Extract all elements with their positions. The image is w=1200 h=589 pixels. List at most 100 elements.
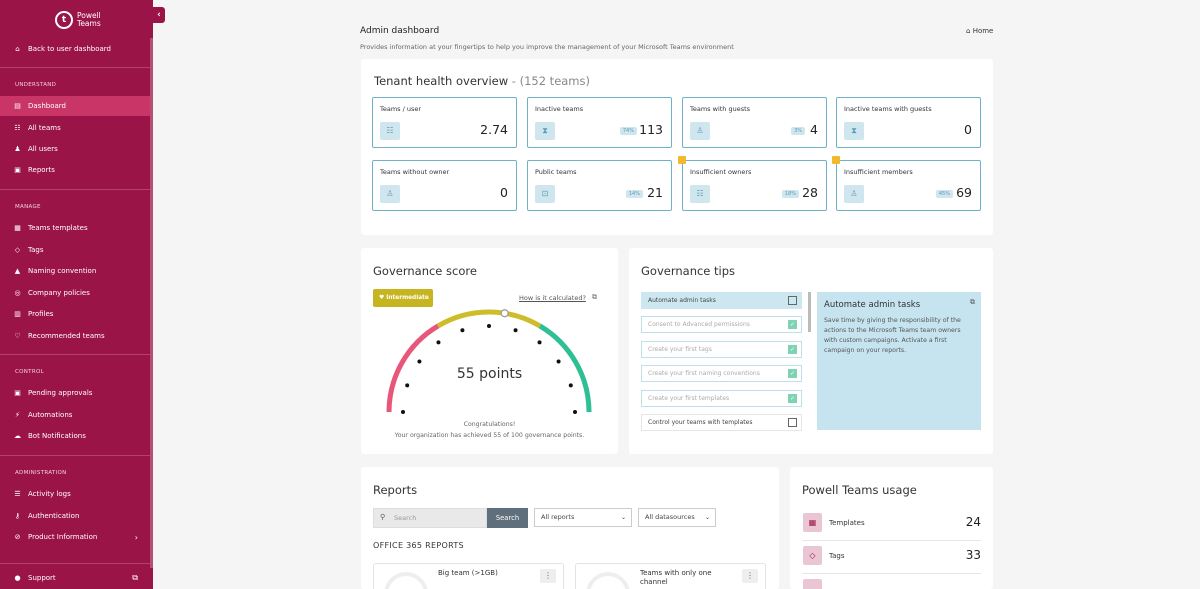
sidebar-item-recommended-teams[interactable]: ♡ Recommended teams [14,332,105,340]
guest-icon: ♙ [690,122,710,140]
tenant-health-title: Tenant health overview [374,74,509,88]
page-subtitle: Provides information at your fingertips … [360,43,734,51]
report-card[interactable]: Big team (>1GB) ⋮ [373,563,564,589]
gauge-marker [500,309,509,318]
check-icon[interactable]: ✓ [788,394,797,403]
pct-badge: 45% [935,190,953,198]
teams-icon: ☷ [14,124,21,132]
sidebar-item-activity-logs[interactable]: ☰ Activity logs [14,490,71,498]
tag-icon: ◇ [803,546,822,565]
tips-scrollbar[interactable] [808,292,811,332]
sidebar-item-company-policies[interactable]: ◎ Company policies [14,289,90,297]
sidebar-item-tags[interactable]: ◇ Tags [14,246,44,254]
usage-row[interactable]: ◇ Tags 33 [802,541,981,574]
gauge-tick-dot [573,410,577,414]
tip-detail-panel: Automate admin tasks Save time by giving… [817,292,981,430]
report-chart-icon [384,572,428,589]
report-search-input[interactable]: Search [373,508,487,528]
tip-item[interactable]: Create your first tags ✓ [641,341,802,358]
member-icon: ♙ [844,185,864,203]
users-group-icon: ☷ [380,122,400,140]
chevron-right-icon: › [134,532,138,542]
tenant-health-card: Tenant health overview - (152 teams) Tea… [361,59,993,235]
divider [0,455,150,456]
powell-teams-logo[interactable]: t Powell Teams [55,11,101,29]
governance-tips-title: Governance tips [641,264,736,278]
naming-icon: ▲ [14,267,21,275]
usage-row[interactable]: ▦ Templates 24 [802,508,981,541]
check-icon[interactable]: ✓ [788,320,797,329]
governance-score-card: Governance score ♥ Intermediate How is i… [361,248,618,454]
tile-teams-per-user[interactable]: Teams / user ☷ 2.74 [372,97,517,148]
tile-inactive-teams[interactable]: Inactive teams ⧗ 74% 113 [527,97,672,148]
tag-icon: ◇ [14,246,21,254]
chevron-down-icon: ⌄ [620,514,626,521]
section-manage: MANAGE [15,204,41,210]
tile-teams-with-guests[interactable]: Teams with guests ♙ 3% 4 [682,97,827,148]
sidebar-item-automations[interactable]: ⚡ Automations [0,405,150,425]
templates-icon: ▦ [14,224,21,232]
sidebar-item-teams-templates[interactable]: ▦ Teams templates [14,224,88,232]
checkbox[interactable] [788,296,797,305]
tip-detail-title: Automate admin tasks [824,300,921,310]
unlock-icon: ⊡ [535,185,555,203]
external-link-icon: ⧉ [132,573,138,582]
how-calculated-link[interactable]: How is it calculated? [519,294,586,302]
tip-item[interactable]: Control your teams with templates [641,414,802,431]
chevron-down-icon: ⌄ [704,514,710,521]
sidebar-item-all-teams[interactable]: ☷ All teams [14,124,61,132]
sidebar-item-authentication[interactable]: ⚷ Authentication [14,512,80,520]
users-group-icon: ☷ [690,185,710,203]
breadcrumb-home[interactable]: ⌂ Home [966,27,994,35]
usage-card: Powell Teams usage ▦ Templates 24 ◇ Tags… [790,467,993,589]
governance-tips-card: Governance tips Automate admin tasks Con… [629,248,993,454]
tile-public-teams[interactable]: Public teams ⊡ 14% 21 [527,160,672,211]
section-understand: UNDERSTAND [15,82,57,88]
more-options-icon[interactable]: ⋮ [742,569,758,583]
report-card[interactable]: Teams with only one channel ⋮ [575,563,766,589]
tip-item[interactable]: Consent to Advanced permissions ✓ [641,316,802,333]
automations-icon: ⚡ [15,411,20,419]
sidebar-item-naming-convention[interactable]: ▲ Naming convention [14,267,97,275]
approvals-icon: ▣ [14,389,21,397]
sidebar-item-pending-approvals[interactable]: ▣ Pending approvals [14,389,93,397]
bot-icon: ☁ [14,432,21,440]
sidebar-item-support[interactable]: ● Support ⧉ [14,573,138,582]
gauge-segment [436,309,542,329]
sidebar-item-bot-notifications[interactable]: ☁ Bot Notifications [14,432,86,440]
sidebar-item-product-information[interactable]: ⊘ Product Information › [14,532,138,542]
sidebar-item-reports[interactable]: ▣ Reports [14,166,55,174]
tip-item[interactable]: Automate admin tasks [641,292,802,309]
gauge-tick-dot [460,328,465,333]
tile-inactive-teams-with-guests[interactable]: Inactive teams with guests ⧗ 0 [836,97,981,148]
search-button[interactable]: Search [487,508,528,528]
check-icon[interactable]: ✓ [788,369,797,378]
tile-teams-without-owner[interactable]: Teams without owner ♙ 0 [372,160,517,211]
logo-icon: t [55,11,73,29]
external-link-icon[interactable]: ⧉ [592,293,597,301]
sidebar-item-profiles[interactable]: ▥ Profiles [14,310,54,318]
collapse-sidebar-button[interactable]: ‹ [153,7,165,23]
sidebar-scrollbar[interactable] [150,38,153,568]
usage-next-icon [803,579,822,589]
heart-icon: ♥ [379,295,385,301]
more-options-icon[interactable]: ⋮ [540,569,556,583]
profiles-icon: ▥ [14,310,21,318]
reports-title: Reports [373,483,418,497]
back-to-user-dashboard[interactable]: ⌂ Back to user dashboard [0,39,150,59]
gauge-tick-dot [436,340,441,345]
tip-item[interactable]: Create your first naming conventions ✓ [641,365,802,382]
sidebar-item-dashboard[interactable]: ▤ Dashboard [0,96,150,116]
tile-insufficient-owners[interactable]: Insufficient owners ☷ 18% 28 [678,156,827,211]
sidebar-item-all-users[interactable]: ♟ All users [14,145,58,153]
checkbox[interactable] [788,418,797,427]
tile-insufficient-members[interactable]: Insufficient members ♙ 45% 69 [832,156,981,211]
reports-filter-select[interactable]: All reports ⌄ [534,508,632,527]
check-icon[interactable]: ✓ [788,345,797,354]
tip-item[interactable]: Create your first templates ✓ [641,390,802,407]
score-congrats: Congratulations! [463,421,516,428]
external-link-icon[interactable]: ⧉ [970,298,975,306]
logo-text-2: Teams [77,19,101,28]
tenant-health-subtitle: - (152 teams) [511,74,590,88]
datasources-filter-select[interactable]: All datasources ⌄ [638,508,716,527]
